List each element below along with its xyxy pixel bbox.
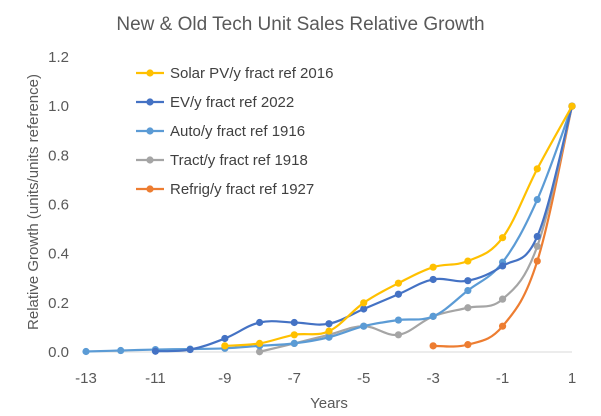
data-point bbox=[255, 348, 264, 356]
data-point bbox=[533, 242, 541, 250]
legend-marker bbox=[146, 127, 154, 135]
y-axis-title: Relative Growth (units/units reference) bbox=[25, 74, 42, 330]
data-point bbox=[533, 232, 541, 241]
data-point bbox=[464, 304, 472, 312]
data-point bbox=[290, 318, 298, 327]
data-point bbox=[533, 195, 541, 204]
series-line bbox=[85, 105, 574, 353]
legend-marker bbox=[146, 69, 154, 77]
data-point bbox=[82, 347, 90, 356]
data-point bbox=[394, 279, 403, 287]
legend-entry: Auto/y fract ref 1916 bbox=[136, 123, 305, 140]
legend-label: EV/y fract ref 2022 bbox=[170, 94, 294, 111]
data-point bbox=[429, 312, 437, 320]
legend-label: Auto/y fract ref 1916 bbox=[170, 123, 305, 140]
x-tick-label: 1 bbox=[568, 370, 576, 387]
legend-label: Tract/y fract ref 1918 bbox=[170, 152, 308, 169]
data-point bbox=[255, 318, 264, 327]
data-point bbox=[255, 339, 264, 347]
data-point bbox=[464, 341, 472, 349]
y-tick-label: 0.0 bbox=[48, 344, 69, 361]
series-line bbox=[224, 105, 573, 347]
data-point bbox=[498, 262, 507, 270]
x-tick-label: -5 bbox=[357, 370, 370, 387]
y-tick-label: 0.6 bbox=[48, 197, 69, 214]
data-point bbox=[221, 334, 229, 343]
x-tick-label: -13 bbox=[75, 370, 97, 387]
legend-entry: Tract/y fract ref 1918 bbox=[136, 152, 308, 169]
data-point bbox=[325, 327, 333, 335]
x-tick-label: -11 bbox=[145, 370, 166, 387]
data-point bbox=[568, 102, 576, 110]
series-3 bbox=[82, 102, 576, 356]
legend-label: Solar PV/y fract ref 2016 bbox=[170, 65, 333, 82]
series-1 bbox=[221, 102, 576, 350]
legend-label: Refrig/y fract ref 1927 bbox=[170, 181, 314, 198]
x-tick-label: -1 bbox=[496, 370, 509, 387]
x-tick-label: -3 bbox=[426, 370, 439, 387]
data-point bbox=[186, 345, 194, 354]
series-line bbox=[433, 105, 574, 348]
data-point bbox=[464, 286, 472, 295]
y-tick-label: 1.0 bbox=[48, 98, 69, 115]
data-point bbox=[394, 331, 403, 339]
data-point bbox=[290, 339, 298, 347]
series-2 bbox=[151, 102, 576, 355]
series-layer bbox=[82, 102, 576, 356]
y-tick-label: 0.8 bbox=[48, 147, 69, 164]
data-point bbox=[533, 165, 541, 173]
data-point bbox=[325, 333, 333, 341]
legend: Solar PV/y fract ref 2016 EV/y fract ref … bbox=[136, 65, 333, 198]
data-point bbox=[429, 263, 437, 271]
data-point bbox=[394, 290, 403, 298]
series-4 bbox=[255, 102, 576, 356]
data-point bbox=[394, 316, 403, 324]
data-point bbox=[290, 331, 298, 339]
data-point bbox=[498, 295, 507, 303]
legend-entry: Solar PV/y fract ref 2016 bbox=[136, 65, 333, 82]
data-point bbox=[533, 257, 541, 265]
data-point bbox=[360, 305, 368, 313]
data-point bbox=[464, 277, 472, 285]
x-axis-title: Years bbox=[310, 395, 348, 412]
data-point bbox=[151, 347, 160, 355]
x-tick-label: -9 bbox=[218, 370, 231, 387]
legend-entry: EV/y fract ref 2022 bbox=[136, 94, 294, 111]
y-tick-label: 1.2 bbox=[48, 49, 69, 66]
axes-layer: -13 -11 -9 -7 -5 -3 -1 10.00.20.40.60.81.01.2 bbox=[48, 49, 576, 387]
data-point bbox=[464, 257, 472, 265]
data-point bbox=[360, 299, 368, 307]
data-point bbox=[429, 342, 437, 350]
y-tick-label: 0.2 bbox=[48, 295, 69, 312]
data-point bbox=[498, 322, 507, 330]
y-tick-label: 0.4 bbox=[48, 246, 69, 263]
legend-marker bbox=[146, 185, 154, 193]
data-point bbox=[498, 234, 507, 242]
data-point bbox=[429, 275, 437, 284]
legend-marker bbox=[146, 98, 154, 106]
data-point bbox=[360, 322, 368, 330]
chart-title: New & Old Tech Unit Sales Relative Growt… bbox=[116, 14, 485, 35]
legend-entry: Refrig/y fract ref 1927 bbox=[136, 181, 314, 198]
legend-marker bbox=[146, 156, 154, 164]
series-line bbox=[259, 105, 574, 353]
data-point bbox=[221, 342, 229, 350]
data-point bbox=[117, 346, 125, 355]
data-point bbox=[325, 320, 333, 328]
x-tick-label: -7 bbox=[288, 370, 301, 387]
